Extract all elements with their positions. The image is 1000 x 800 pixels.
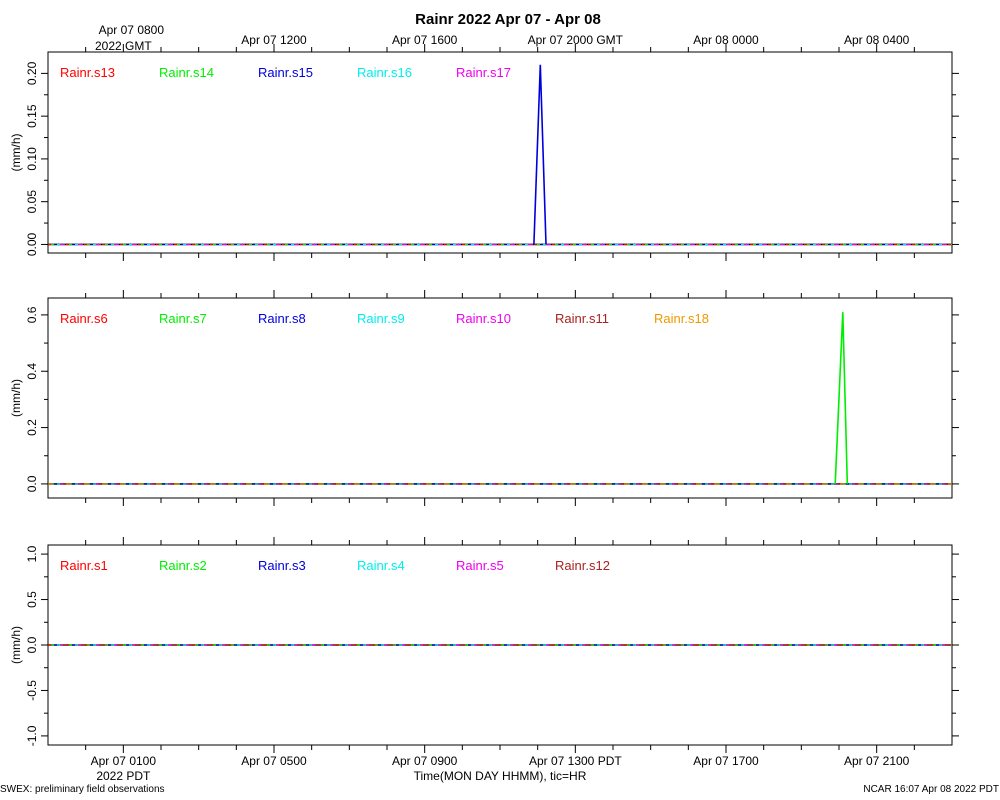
bottom-tick-label: Apr 07 1700 [693, 754, 759, 768]
plot-frame [47, 297, 953, 499]
y-tick-label: 0.10 [25, 147, 39, 171]
legend-Rainr.s9: Rainr.s9 [357, 311, 405, 326]
bottom-tick-label: Apr 07 0500 [241, 754, 307, 768]
bottom-time-axis: Apr 07 0100 Apr 07 0500 Apr 07 0900 Apr 07 … [91, 754, 910, 783]
y-axis-label: (mm/h) [9, 134, 23, 172]
legend-Rainr.s1: Rainr.s1 [60, 558, 108, 573]
top-tick-label: Apr 07 0800 [99, 23, 165, 37]
legend-Rainr.s15: Rainr.s15 [258, 65, 313, 80]
top-tick-label: Apr 08 0400 [844, 33, 910, 47]
legend-Rainr.s12: Rainr.s12 [555, 558, 610, 573]
legend-Rainr.s4: Rainr.s4 [357, 558, 405, 573]
top-tick-label: Apr 07 1200 [241, 33, 307, 47]
y-tick-label: 0.20 [25, 61, 39, 85]
legend-Rainr.s16: Rainr.s16 [357, 65, 412, 80]
legend-Rainr.s6: Rainr.s6 [60, 311, 108, 326]
chart-title: Rainr 2022 Apr 07 - Apr 08 [415, 11, 601, 28]
bottom-tick-label: Apr 07 1300 PDT [529, 754, 622, 768]
panels: 0.00 0.05 0.10 0.15 0.20 (mm/h) Rainr.s13 Rainr… [9, 44, 959, 753]
legend-Rainr.s7: Rainr.s7 [159, 311, 207, 326]
bottom-tick-label: Apr 07 2100 [844, 754, 910, 768]
top-tick-label: Apr 07 2000 GMT [528, 33, 624, 47]
legend-Rainr.s14: Rainr.s14 [159, 65, 214, 80]
legend-Rainr.s17: Rainr.s17 [456, 65, 511, 80]
legend-Rainr.s8: Rainr.s8 [258, 311, 306, 326]
top-tick-label: Apr 08 0000 [693, 33, 759, 47]
x-axis-label: Time(MON DAY HHMM), tic=HR [414, 769, 587, 783]
legend-Rainr.s10: Rainr.s10 [456, 311, 511, 326]
footer-note: SWEX: preliminary field observations [0, 784, 165, 795]
y-tick-label: 0.2 [25, 419, 39, 436]
y-tick-label: 0.0 [25, 475, 39, 492]
legend-Rainr.s18: Rainr.s18 [654, 311, 709, 326]
bottom-timezone-label: 2022 PDT [96, 769, 151, 783]
series-line-Rainr.s7 [834, 312, 849, 484]
legend-Rainr.s2: Rainr.s2 [159, 558, 207, 573]
y-tick-label: -1.0 [25, 725, 39, 746]
panel-1: 0.00 0.05 0.10 0.15 0.20 (mm/h) Rainr.s13 Rainr… [9, 44, 959, 261]
y-tick-label: 1.0 [25, 545, 39, 562]
y-tick-label: 0.4 [25, 363, 39, 380]
top-tick-label: Apr 07 1600 [392, 33, 458, 47]
series-line-Rainr.s15 [533, 64, 547, 245]
y-tick-label: 0.00 [25, 232, 39, 256]
bottom-tick-label: Apr 07 0900 [392, 754, 458, 768]
footer-timestamp: NCAR 16:07 Apr 08 2022 PDT [863, 784, 999, 795]
y-tick-label: 0.5 [25, 591, 39, 608]
y-tick-label: 0.05 [25, 190, 39, 214]
panel-3: -1.0 -0.5 0.0 0.5 1.0 (mm/h) Rainr.s1 Rainr.s2 R… [9, 537, 959, 753]
y-axis-label: (mm/h) [9, 626, 23, 664]
panel-2: 0.0 0.2 0.4 0.6 (mm/h) Rainr.s6 Rainr.s7 Rainr.… [9, 290, 959, 506]
plot-frame [47, 51, 953, 254]
legend-Rainr.s11: Rainr.s11 [555, 311, 609, 326]
legend-Rainr.s5: Rainr.s5 [456, 558, 504, 573]
y-tick-label: -0.5 [25, 680, 39, 701]
y-tick-label: 0.6 [25, 306, 39, 323]
y-tick-label: 0.15 [25, 104, 39, 128]
y-axis-label: (mm/h) [9, 379, 23, 417]
y-tick-label: 0.0 [25, 636, 39, 653]
bottom-tick-label: Apr 07 0100 [91, 754, 157, 768]
legend-Rainr.s13: Rainr.s13 [60, 65, 115, 80]
legend-Rainr.s3: Rainr.s3 [258, 558, 306, 573]
